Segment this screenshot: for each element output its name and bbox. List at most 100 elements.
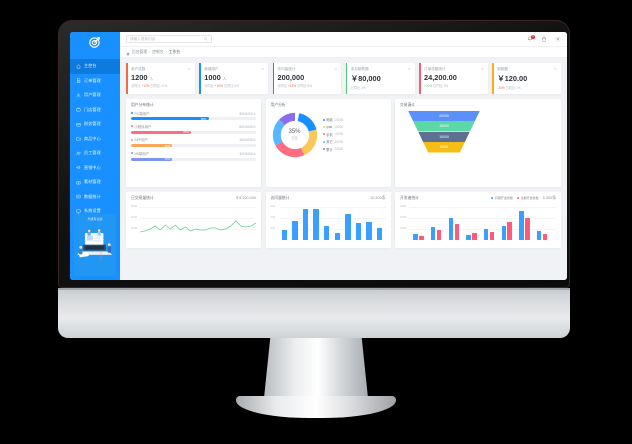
chart-legend: 同期开发者数 当期开发者数 5,300条 bbox=[491, 196, 556, 201]
stat-title: 用户总数 bbox=[131, 66, 146, 71]
stat-subtext: +20% 日同比 9% bbox=[424, 84, 449, 88]
legend-item[interactable]: 手机 10000 bbox=[322, 132, 343, 137]
progress-value: 800/1000人 bbox=[239, 111, 256, 116]
breadcrumb-item-2[interactable]: 控制台 bbox=[152, 49, 164, 54]
search-placeholder: 请输入搜索内容 bbox=[130, 36, 156, 41]
bar-series-b[interactable] bbox=[454, 224, 459, 240]
sidebar-item-stores[interactable]: 门店管理 bbox=[70, 103, 120, 118]
sidebar-promo-title: 升级专业版 bbox=[87, 217, 103, 221]
legend-item[interactable]: 当期开发者数 bbox=[516, 196, 539, 200]
stat-value: 200,000 bbox=[277, 73, 305, 82]
funnel-stage[interactable]: 20000 访问人数 bbox=[408, 110, 480, 121]
y-tick: 600 bbox=[270, 214, 276, 219]
bar-series-b[interactable] bbox=[507, 221, 512, 240]
stat-card[interactable]: 用户总数 ⊙ 1200 人 月同比 +12% 日同比 11% bbox=[126, 63, 195, 94]
bar[interactable] bbox=[302, 208, 309, 240]
funnel-label: 浏览商品 bbox=[479, 124, 493, 129]
funnel-label: 下单购买 bbox=[469, 145, 483, 150]
bar[interactable] bbox=[355, 222, 362, 240]
legend-item[interactable]: 其它 10000 bbox=[322, 139, 343, 144]
help-icon[interactable]: ⊙ bbox=[334, 67, 338, 71]
stat-title: 订单总额统计 bbox=[424, 66, 446, 71]
help-icon[interactable]: ⊙ bbox=[553, 67, 557, 71]
visits-panel: 访问量统计 10,300条 900 600 300 bbox=[265, 191, 391, 248]
bar[interactable] bbox=[334, 232, 340, 240]
bar-series-a[interactable] bbox=[431, 226, 436, 240]
legend-item[interactable]: 电脑 10000 bbox=[322, 117, 343, 122]
sidebar-item-users[interactable]: 用户管理 bbox=[70, 88, 120, 103]
breadcrumb: 后台管理 / 控制台 / 工作台 bbox=[120, 47, 567, 58]
bar-series-a[interactable] bbox=[501, 225, 507, 240]
bar-series-b[interactable] bbox=[472, 233, 477, 240]
gear-icon[interactable] bbox=[555, 36, 561, 42]
funnel-stage[interactable]: 5000 下单购买 bbox=[423, 142, 483, 153]
sidebar-item-media[interactable]: 素材管理 bbox=[70, 175, 120, 190]
panel-value: 5,300条 bbox=[542, 195, 556, 200]
stat-card[interactable]: 退款额 ⊙ ￥120.00 -10% 日同比 2% bbox=[492, 63, 561, 94]
bar[interactable] bbox=[366, 222, 372, 240]
legend-item[interactable]: 累计 10000 bbox=[322, 147, 343, 152]
app-logo[interactable] bbox=[70, 32, 120, 57]
sidebar-item-orders[interactable]: 订单管理 bbox=[70, 74, 120, 89]
stat-subtext: 月同比 +12% 日同比 11% bbox=[131, 84, 168, 88]
y-tick: 2000 bbox=[400, 214, 407, 219]
help-icon[interactable]: ⊙ bbox=[187, 67, 191, 71]
stat-accent-bar bbox=[345, 63, 348, 94]
user-distribution-panel: 用户分布统计 PC端用户 800/1000人 80% 小程序用户 bbox=[126, 98, 261, 187]
funnel-chart: 20000 访问人数 15000 浏览商品 10000 加入购物车 bbox=[408, 110, 483, 153]
sidebar-item-staff[interactable]: 员工管理 bbox=[70, 146, 120, 161]
sidebar-item-dashboard[interactable]: 主控台 bbox=[70, 59, 120, 74]
stat-title: 本月销售额 bbox=[350, 66, 369, 71]
sidebar-item-statistics[interactable]: 数据统计 bbox=[70, 190, 120, 205]
search-input[interactable]: 请输入搜索内容 bbox=[126, 34, 212, 44]
megaphone-icon bbox=[76, 165, 81, 170]
camera-icon bbox=[76, 180, 81, 185]
line-chart: 3000 2000 1000 bbox=[131, 204, 257, 242]
bar-series-b[interactable] bbox=[419, 236, 424, 240]
sidebar-item-marketing[interactable]: 营销中心 bbox=[70, 161, 120, 176]
sidebar-nav: 主控台 订单管理 用户管理 门店管理 bbox=[70, 57, 120, 280]
funnel-stage[interactable]: 10000 加入购物车 bbox=[418, 131, 470, 142]
sidebar-item-settings[interactable]: 系统设置 bbox=[70, 204, 120, 219]
home-icon[interactable] bbox=[126, 43, 130, 61]
bar-series-a[interactable] bbox=[448, 217, 454, 240]
bar-series-b[interactable] bbox=[525, 217, 530, 240]
help-icon[interactable]: ⊙ bbox=[480, 67, 484, 71]
sidebar-item-finance[interactable]: 财务管理 bbox=[70, 117, 120, 132]
bar-series-b[interactable] bbox=[489, 232, 495, 240]
stat-card[interactable]: 新增用户 ⊙ 1000 人 月同比 +10% 日同比 6% bbox=[199, 63, 268, 94]
bell-icon[interactable]: 9 bbox=[527, 34, 535, 42]
bar[interactable] bbox=[292, 220, 298, 240]
bar[interactable] bbox=[281, 230, 287, 240]
folder-icon bbox=[76, 136, 81, 141]
bar-series-a[interactable] bbox=[413, 234, 418, 240]
help-icon[interactable]: ⊙ bbox=[260, 67, 264, 71]
bar-series-a[interactable] bbox=[483, 228, 489, 240]
sidebar-promo[interactable]: 升级专业版 bbox=[74, 214, 116, 276]
stat-card[interactable]: 访问量统计 ⊙ 200,000 月同比 +15% 日同比 8% bbox=[272, 63, 342, 94]
progress-percent: 40% bbox=[164, 157, 171, 161]
bar-series-b[interactable] bbox=[436, 229, 442, 240]
bar[interactable] bbox=[377, 227, 383, 240]
lock-icon[interactable] bbox=[541, 36, 547, 42]
bar-series-b[interactable] bbox=[542, 234, 548, 240]
bar[interactable] bbox=[313, 208, 319, 240]
sidebar-item-label: 素材管理 bbox=[84, 179, 101, 185]
sidebar-item-products[interactable]: 商品中心 bbox=[70, 132, 120, 147]
legend-item[interactable]: 同期开发者数 bbox=[491, 196, 513, 200]
y-tick: 3000 bbox=[400, 203, 407, 208]
bar[interactable] bbox=[345, 213, 351, 240]
stat-card[interactable]: 订单总额统计 ⊙ 24,200.00 +20% 日同比 9% bbox=[419, 63, 488, 94]
sidebar-item-label: 订单管理 bbox=[84, 77, 101, 83]
legend-item[interactable]: ipad 10000 bbox=[322, 125, 344, 129]
help-icon[interactable]: ⊙ bbox=[407, 67, 411, 71]
bar-series-a[interactable] bbox=[519, 210, 524, 240]
bar-series-a[interactable] bbox=[466, 234, 471, 240]
breadcrumb-item-1[interactable]: 后台管理 bbox=[132, 49, 148, 54]
admin-dashboard-app: 主控台 订单管理 用户管理 门店管理 bbox=[70, 32, 567, 280]
bar[interactable] bbox=[324, 226, 330, 240]
file-icon bbox=[76, 78, 81, 84]
funnel-stage[interactable]: 15000 浏览商品 bbox=[413, 121, 475, 132]
bar-series-a[interactable] bbox=[536, 231, 542, 240]
stat-card[interactable]: 本月销售额 ⊙ ￥80,000 日同比 3% bbox=[345, 63, 415, 94]
